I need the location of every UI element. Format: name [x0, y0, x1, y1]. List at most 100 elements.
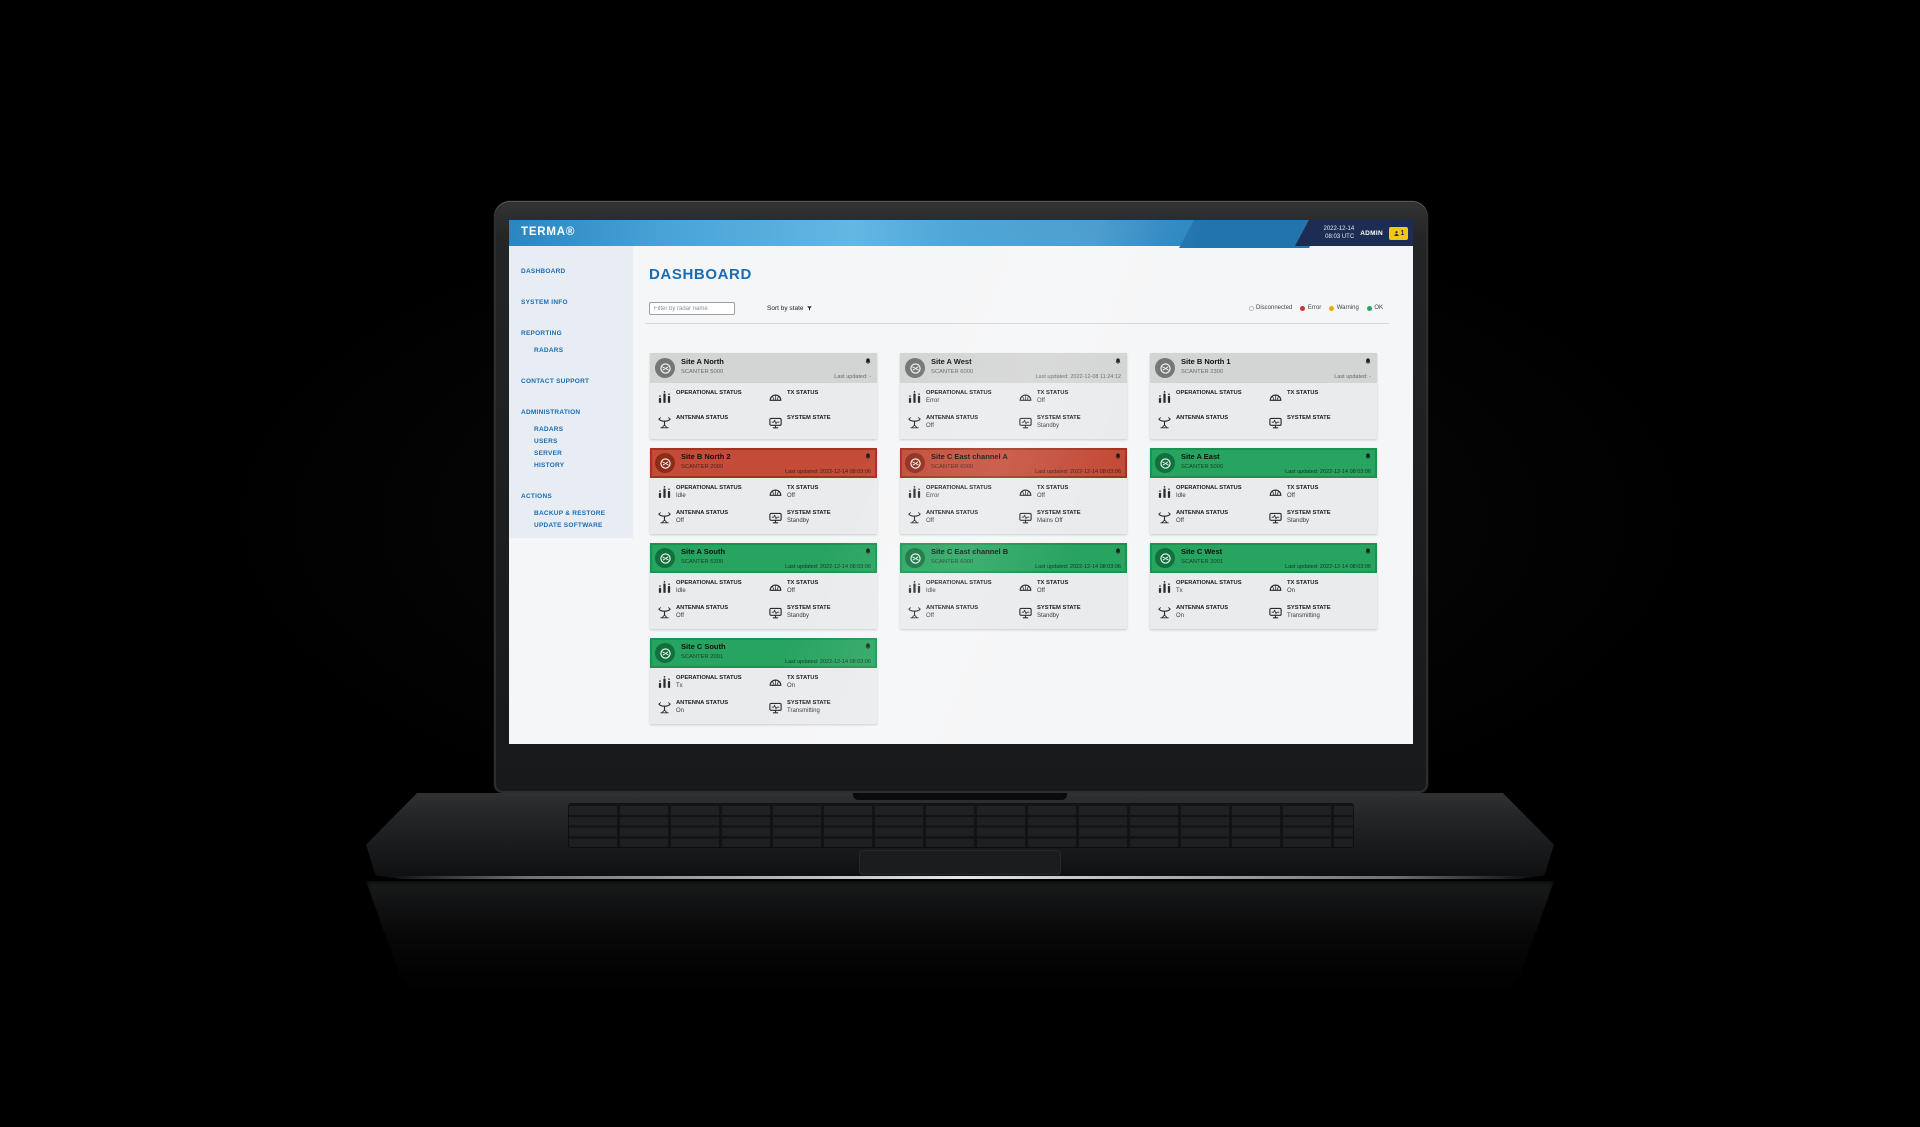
radar-card[interactable]: Site C East channel A SCANTER 6000 Last … — [900, 448, 1127, 534]
hinge-notch — [853, 793, 1067, 800]
system-state-icon — [1018, 415, 1033, 430]
sidebar-item-dashboard[interactable]: DASHBOARD — [521, 268, 566, 275]
antenna-status-icon — [907, 510, 922, 525]
status-label: ANTENNA STATUS — [1176, 605, 1229, 611]
radar-card[interactable]: Site A East SCANTER 5000 Last updated: 2… — [1150, 448, 1377, 534]
status-label: TX STATUS — [1037, 485, 1069, 491]
status-label: TX STATUS — [787, 580, 819, 586]
radar-card[interactable]: Site A West SCANTER 6000 Last updated: 2… — [900, 353, 1127, 439]
antenna-status-icon — [1157, 605, 1172, 620]
radar-card[interactable]: Site B North 1 SCANTER 2300 Last updated… — [1150, 353, 1377, 439]
tx-status-icon — [1018, 390, 1033, 405]
sidebar-item-backup-restore[interactable]: BACKUP & RESTORE — [534, 510, 606, 517]
status-value: Off — [926, 517, 934, 524]
bell-icon[interactable] — [1114, 547, 1122, 556]
sidebar-item-contact-support[interactable]: CONTACT SUPPORT — [521, 378, 590, 385]
filter-input[interactable] — [649, 302, 735, 315]
tx-status-icon — [768, 390, 783, 405]
radar-icon — [655, 548, 675, 568]
card-body: OPERATIONAL STATUS Error TX STATUS Off ANT… — [900, 478, 1127, 534]
sidebar-item-actions[interactable]: ACTIONS — [521, 493, 552, 500]
status-value — [1176, 398, 1242, 404]
card-body: OPERATIONAL STATUS Tx TX STATUS On ANTENNA… — [1150, 573, 1377, 629]
sidebar-item-update-software[interactable]: UPDATE SOFTWARE — [534, 522, 603, 529]
bell-icon[interactable] — [864, 547, 872, 556]
radar-icon — [905, 548, 925, 568]
card-model: SCANTER 2001 — [1181, 559, 1224, 565]
bell-icon[interactable] — [864, 452, 872, 461]
last-updated: Last updated: 2022-12-14 08:03:06 — [785, 564, 871, 570]
bell-icon[interactable] — [1364, 357, 1372, 366]
system-state-icon — [768, 700, 783, 715]
card-title: Site C East channel B — [931, 547, 1009, 556]
sidebar-item-reporting[interactable]: REPORTING — [521, 330, 562, 337]
radar-icon — [1155, 453, 1175, 473]
bell-icon[interactable] — [1114, 357, 1122, 366]
status-value: Error — [926, 397, 940, 404]
status-item: ANTENNA STATUS — [657, 415, 728, 430]
card-header: Site C West SCANTER 2001 Last updated: 2… — [1150, 543, 1377, 573]
card-body: OPERATIONAL STATUS Idle TX STATUS Off ANTE… — [650, 573, 877, 629]
status-value: Off — [787, 492, 795, 499]
user-badge[interactable]: 1 — [1389, 226, 1408, 240]
system-state-icon — [1018, 510, 1033, 525]
radar-card[interactable]: Site B North 2 SCANTER 2000 Last updated… — [650, 448, 877, 534]
status-label: OPERATIONAL STATUS — [926, 390, 992, 396]
card-body: OPERATIONAL STATUS TX STATUS ANTENNA STA… — [1150, 383, 1377, 439]
bell-icon[interactable] — [864, 357, 872, 366]
bell-icon[interactable] — [1364, 452, 1372, 461]
sidebar-item-system-info[interactable]: SYSTEM INFO — [521, 299, 568, 306]
status-value: Off — [676, 517, 684, 524]
status-label: TX STATUS — [1037, 580, 1069, 586]
status-value: Tx — [676, 682, 683, 689]
status-item: OPERATIONAL STATUS Idle — [907, 580, 992, 595]
sidebar-item-server[interactable]: SERVER — [534, 450, 563, 457]
card-body: OPERATIONAL STATUS Tx TX STATUS On ANTENNA… — [650, 668, 877, 724]
bell-icon[interactable] — [864, 642, 872, 651]
page-title: DASHBOARD — [649, 266, 752, 283]
status-label: OPERATIONAL STATUS — [1176, 580, 1242, 586]
status-item: TX STATUS On — [768, 675, 818, 690]
operational-status-icon — [1157, 390, 1172, 405]
bell-icon[interactable] — [1364, 547, 1372, 556]
sidebar-item-admin-radars[interactable]: RADARS — [534, 426, 564, 433]
sidebar-item-history[interactable]: HISTORY — [534, 462, 565, 469]
status-label: OPERATIONAL STATUS — [676, 580, 742, 586]
status-value: Off — [1037, 492, 1045, 499]
sort-control[interactable]: Sort by state — [767, 305, 813, 312]
funnel-icon — [806, 305, 813, 312]
radar-card[interactable]: Site C East channel B SCANTER 6000 Last … — [900, 543, 1127, 629]
status-value: Off — [1037, 397, 1045, 404]
card-body: OPERATIONAL STATUS Idle TX STATUS Off ANTE… — [650, 478, 877, 534]
card-header: Site C South SCANTER 2001 Last updated: … — [650, 638, 877, 668]
sidebar-item-users[interactable]: USERS — [534, 438, 558, 445]
status-label: SYSTEM STATE — [1037, 605, 1081, 611]
status-item: ANTENNA STATUS Off — [907, 510, 978, 525]
antenna-status-icon — [907, 605, 922, 620]
date-label: 2022-12-14 — [1323, 225, 1355, 232]
radar-card[interactable]: Site A North SCANTER 5000 Last updated: … — [650, 353, 877, 439]
status-label: ANTENNA STATUS — [676, 700, 729, 706]
status-value: Idle — [1176, 492, 1186, 499]
status-value: On — [787, 682, 796, 689]
status-value — [676, 398, 742, 404]
status-value: Standby — [787, 517, 810, 524]
radar-card[interactable]: Site C South SCANTER 2001 Last updated: … — [650, 638, 877, 724]
last-updated: Last updated: 2022-12-14 08:03:06 — [1035, 564, 1121, 570]
status-item: OPERATIONAL STATUS — [657, 390, 742, 405]
status-value — [676, 423, 728, 429]
card-header: Site A North SCANTER 5000 Last updated: … — [650, 353, 877, 383]
bell-icon[interactable] — [1114, 452, 1122, 461]
ok-dot-icon — [1366, 305, 1372, 311]
tx-status-icon — [768, 675, 783, 690]
last-updated: Last updated: 2022-12-14 08:03:06 — [1285, 469, 1371, 475]
status-label: SYSTEM STATE — [1287, 605, 1331, 611]
card-header: Site A South SCANTER 5300 Last updated: … — [650, 543, 877, 573]
last-updated: Last updated: 2022-12-14 08:03:06 — [1035, 469, 1121, 475]
sidebar-item-reporting-radars[interactable]: RADARS — [534, 347, 564, 354]
radar-card[interactable]: Site A South SCANTER 5300 Last updated: … — [650, 543, 877, 629]
radar-card[interactable]: Site C West SCANTER 2001 Last updated: 2… — [1150, 543, 1377, 629]
operational-status-icon — [657, 390, 672, 405]
sidebar-item-administration[interactable]: ADMINISTRATION — [521, 409, 581, 416]
radar-icon — [1155, 358, 1175, 378]
